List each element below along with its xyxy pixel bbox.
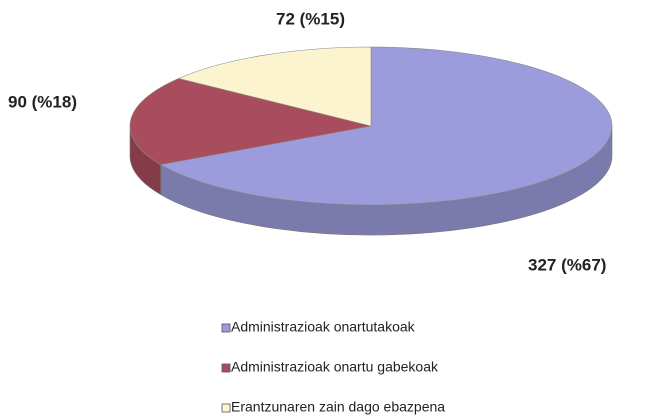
slice [159, 46, 613, 206]
slice [129, 78, 372, 165]
legend-swatch [221, 323, 231, 333]
legend-label: Erantzunaren zain dago ebazpena [231, 399, 445, 415]
value-label: 327 (%67) [528, 255, 606, 274]
legend-swatch [221, 403, 231, 413]
slice [177, 46, 372, 127]
legend-swatch [221, 363, 231, 373]
legend-label: Administrazioak onartutakoak [231, 319, 416, 335]
value-label: 72 (%15) [276, 9, 345, 28]
legend-label: Administrazioak onartu gabekoak [231, 359, 439, 375]
value-label: 90 (%18) [8, 92, 77, 111]
